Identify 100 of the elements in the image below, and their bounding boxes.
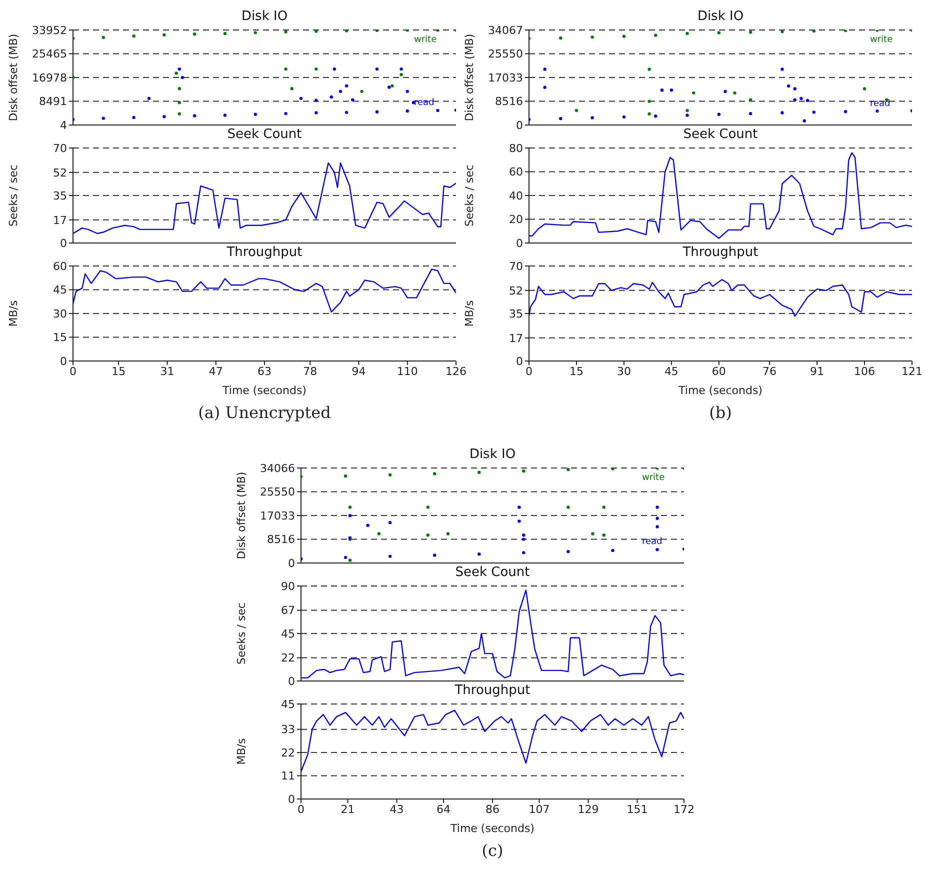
text: (c) bbox=[480, 841, 504, 860]
x-tick-label: 31 bbox=[160, 364, 174, 378]
y-tick-label: 60 bbox=[53, 260, 67, 273]
y-tick-label: 0 bbox=[288, 674, 295, 688]
y-tick-label: 30 bbox=[53, 307, 67, 320]
y-axis-title: Seeks / sec bbox=[234, 602, 248, 664]
x-tick-label: 30 bbox=[616, 364, 631, 378]
chart-title: Seek Count bbox=[454, 564, 531, 582]
x-axis-title: Time (seconds) bbox=[222, 383, 308, 399]
x-axis-title: Time (seconds) bbox=[678, 383, 764, 399]
chart-title: Seek Count bbox=[226, 126, 303, 144]
x-tick-label: 172 bbox=[674, 802, 694, 816]
y-tick-label: 33 bbox=[281, 723, 295, 736]
y-tick-label: 15 bbox=[53, 331, 67, 344]
series-label: read bbox=[870, 98, 890, 109]
y-tick-label: 20 bbox=[509, 213, 523, 226]
y-tick-label: 25550 bbox=[260, 486, 295, 499]
y-tick-label: 22 bbox=[281, 652, 295, 665]
series-label: read bbox=[414, 98, 434, 108]
x-tick-label: 106 bbox=[854, 364, 876, 378]
y-tick-label: 67 bbox=[281, 604, 295, 618]
x-tick-label: 91 bbox=[810, 364, 824, 378]
y-tick-label: 45 bbox=[53, 284, 67, 297]
x-tick-label: 47 bbox=[208, 364, 223, 378]
y-tick-label: 0 bbox=[516, 236, 523, 250]
y-tick-label: 0 bbox=[516, 118, 523, 132]
y-axis-title: Disk offset (MB) bbox=[462, 34, 476, 122]
x-tick-label: 43 bbox=[390, 802, 404, 816]
chart-title: Seek Count bbox=[682, 126, 759, 144]
x-tick-label: 60 bbox=[712, 364, 726, 378]
y-tick-label: 25550 bbox=[488, 48, 523, 61]
y-tick-label: 17033 bbox=[488, 71, 523, 84]
x-tick-label: 64 bbox=[436, 802, 451, 816]
x-tick-label: 129 bbox=[578, 802, 599, 816]
y-tick-label: 60 bbox=[509, 166, 523, 179]
y-tick-label: 34066 bbox=[260, 462, 295, 475]
x-tick-label: 15 bbox=[112, 364, 126, 378]
y-tick-label: 17 bbox=[53, 214, 67, 227]
x-tick-label: 0 bbox=[298, 802, 304, 816]
y-tick-label: 34067 bbox=[488, 24, 523, 37]
x-tick-label: 94 bbox=[352, 364, 366, 378]
y-tick-label: 8491 bbox=[39, 95, 67, 108]
y-axis-title: MB/s bbox=[234, 738, 248, 765]
y-tick-label: 0 bbox=[288, 792, 295, 806]
series-label: write bbox=[414, 35, 438, 46]
x-tick-label: 63 bbox=[258, 364, 272, 378]
x-tick-label: 121 bbox=[902, 364, 922, 378]
y-tick-label: 70 bbox=[53, 142, 67, 155]
y-tick-label: 45 bbox=[281, 627, 295, 640]
series-label: write bbox=[642, 473, 666, 484]
y-tick-label: 35 bbox=[509, 307, 523, 320]
x-tick-label: 76 bbox=[762, 364, 777, 378]
y-axis-title: Disk offset (MB) bbox=[6, 34, 20, 122]
y-tick-label: 8516 bbox=[495, 95, 523, 108]
text: (b) bbox=[708, 403, 733, 422]
x-tick-label: 45 bbox=[664, 364, 678, 378]
text: (a) Unencrypted bbox=[197, 403, 332, 422]
y-tick-label: 22 bbox=[281, 746, 295, 760]
y-tick-label: 0 bbox=[288, 556, 295, 570]
x-axis-title: Time (seconds) bbox=[450, 821, 536, 837]
y-tick-label: 70 bbox=[509, 260, 523, 273]
x-tick-label: 151 bbox=[626, 802, 648, 816]
chart-title: Disk IO bbox=[468, 446, 517, 464]
x-tick-label: 126 bbox=[446, 364, 466, 378]
y-tick-label: 52 bbox=[53, 166, 67, 180]
x-tick-label: 0 bbox=[526, 364, 532, 378]
chart-title: Disk IO bbox=[696, 8, 745, 26]
x-tick-label: 15 bbox=[569, 364, 584, 378]
y-tick-label: 45 bbox=[281, 698, 295, 711]
chart-title: Throughput bbox=[226, 244, 304, 262]
y-tick-label: 17033 bbox=[260, 509, 295, 522]
y-tick-label: 17 bbox=[509, 332, 523, 345]
y-tick-label: 8516 bbox=[267, 533, 295, 546]
x-tick-label: 110 bbox=[396, 364, 418, 378]
y-tick-label: 16978 bbox=[32, 71, 67, 84]
y-tick-label: 52 bbox=[509, 284, 523, 298]
chart-title: Throughput bbox=[454, 682, 532, 700]
y-tick-label: 35 bbox=[53, 189, 67, 202]
x-tick-label: 107 bbox=[528, 802, 550, 816]
y-tick-label: 11 bbox=[281, 770, 295, 783]
x-tick-label: 21 bbox=[340, 802, 355, 816]
x-tick-label: 86 bbox=[486, 802, 500, 816]
y-tick-label: 0 bbox=[516, 354, 523, 368]
y-tick-label: 80 bbox=[509, 142, 523, 155]
x-tick-label: 0 bbox=[70, 364, 76, 378]
y-tick-label: 4 bbox=[60, 118, 67, 132]
y-axis-title: Seeks / sec bbox=[462, 164, 476, 226]
y-tick-label: 40 bbox=[509, 189, 523, 202]
series-label: read bbox=[642, 537, 662, 548]
y-tick-label: 90 bbox=[281, 580, 295, 593]
y-axis-title: MB/s bbox=[6, 300, 20, 327]
x-tick-label: 78 bbox=[303, 364, 318, 378]
y-tick-label: 0 bbox=[60, 354, 67, 368]
y-tick-label: 33952 bbox=[32, 24, 67, 37]
y-tick-label: 0 bbox=[60, 236, 67, 250]
y-axis-title: MB/s bbox=[462, 300, 476, 327]
chart-title: Throughput bbox=[682, 244, 760, 262]
y-tick-label: 25465 bbox=[32, 48, 67, 61]
chart-title: Disk IO bbox=[240, 8, 289, 26]
y-axis-title: Seeks / sec bbox=[6, 164, 20, 226]
